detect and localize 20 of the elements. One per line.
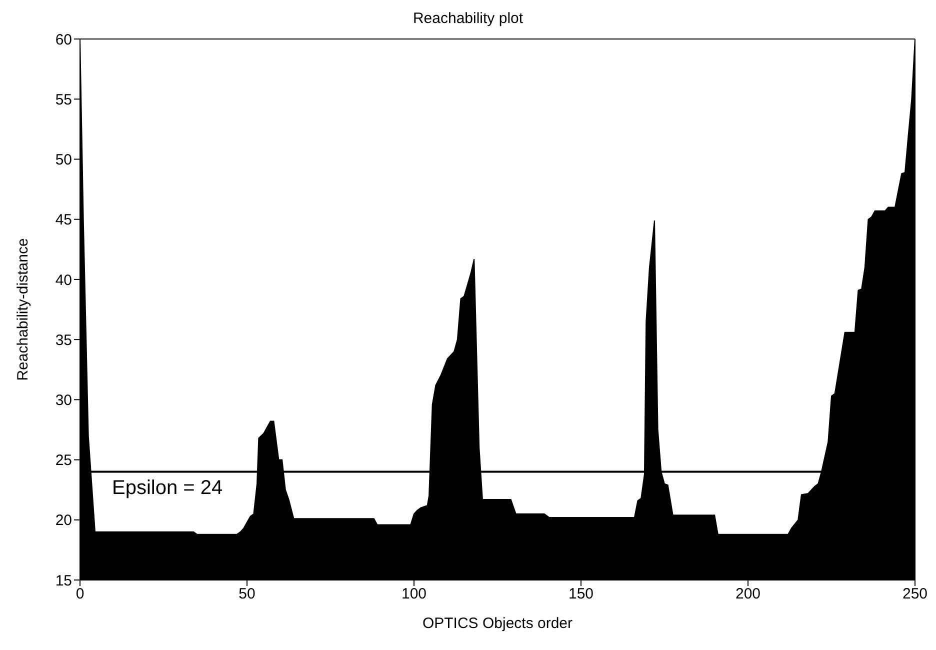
x-tick-label: 100 (401, 586, 427, 603)
y-tick-label: 25 (55, 452, 72, 470)
y-tick-label: 55 (55, 91, 72, 108)
x-tick-label: 50 (238, 586, 256, 603)
x-axis-title: OPTICS Objects order (422, 615, 573, 632)
x-tick-label: 200 (735, 586, 761, 603)
y-tick-label: 60 (55, 31, 72, 48)
x-tick-label: 250 (902, 586, 928, 603)
x-tick-label: 0 (76, 586, 84, 603)
x-tick-label: 150 (568, 586, 594, 603)
y-tick-label: 50 (55, 152, 72, 169)
y-tick-label: 40 (55, 272, 72, 289)
ref-line-label: Epsilon = 24 (112, 477, 223, 499)
y-tick-label: 30 (55, 392, 72, 409)
y-axis-title: Reachability-distance (14, 238, 32, 381)
y-tick-label: 15 (55, 572, 72, 590)
y-tick-label: 35 (55, 332, 72, 349)
y-tick-label: 45 (55, 212, 72, 229)
y-tick-label: 20 (55, 512, 72, 530)
chart-title: Reachability plot (412, 9, 524, 29)
